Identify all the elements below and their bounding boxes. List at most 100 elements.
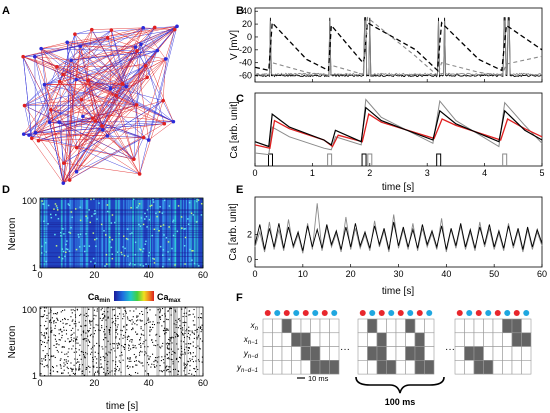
- x-tick-label: 30: [393, 269, 403, 279]
- state-cell: [414, 360, 425, 375]
- raster-spike: [169, 343, 171, 345]
- raster-spike: [108, 329, 110, 331]
- heatmap-cell: [162, 254, 164, 256]
- raster-spike: [40, 332, 42, 334]
- raster-spike: [118, 370, 120, 372]
- raster-spike: [192, 356, 194, 358]
- raster-spike: [198, 360, 200, 362]
- raster-spike: [182, 334, 184, 336]
- raster-spike: [168, 348, 170, 350]
- state-cell: [319, 332, 330, 347]
- heatmap-cell: [45, 260, 47, 263]
- state-cell: [310, 332, 321, 347]
- raster-spike: [74, 373, 76, 375]
- heatmap-cell: [55, 245, 58, 247]
- raster-spike: [166, 347, 168, 349]
- raster-spike: [73, 351, 75, 353]
- panel-e-ylabel: Ca [arb. unit]: [228, 203, 239, 260]
- raster-spike: [72, 340, 75, 342]
- network-node: [137, 172, 142, 176]
- network-edge: [107, 37, 136, 48]
- raster-spike: [71, 370, 73, 372]
- state-cell: [454, 346, 465, 361]
- raster-spike: [85, 315, 87, 317]
- raster-spike: [49, 369, 52, 371]
- raster-spike: [197, 368, 199, 371]
- raster-spike: [177, 335, 179, 337]
- spike-dot: [274, 310, 281, 316]
- raster-spike: [81, 370, 83, 373]
- raster-burst: [75, 307, 76, 376]
- raster-spike: [119, 307, 121, 309]
- panel-c-label: C: [236, 93, 244, 105]
- raster-spike: [74, 310, 76, 312]
- raster-spike: [135, 331, 137, 333]
- raster-burst: [98, 307, 99, 376]
- network-graph: [21, 24, 179, 185]
- raster-spike: [40, 325, 42, 327]
- network-node: [145, 75, 149, 80]
- network-edge: [56, 65, 146, 68]
- raster-spike: [157, 361, 159, 363]
- raster-spike: [159, 335, 161, 337]
- calcium-trace: [254, 221, 543, 251]
- network-node: [114, 93, 119, 98]
- x-tick-label: 40: [441, 269, 451, 279]
- raster-spike: [161, 345, 163, 347]
- heatmap-cell: [165, 237, 168, 239]
- raster-spike: [109, 327, 112, 329]
- raster-spike: [66, 362, 68, 364]
- heatmap-cell: [68, 250, 71, 253]
- y-tick-label: -40: [239, 58, 252, 68]
- raster-spike: [76, 358, 78, 360]
- heatmap-cell: [162, 224, 165, 226]
- network-node: [124, 84, 129, 89]
- raster-spike: [61, 372, 63, 375]
- heatmap-cell: [159, 245, 162, 248]
- raster-spike: [114, 370, 116, 372]
- raster-spike: [83, 330, 85, 332]
- raster-spike: [100, 309, 102, 311]
- raster-spike: [72, 368, 74, 370]
- network-node: [47, 120, 52, 124]
- raster-spike: [55, 346, 57, 348]
- y-tick-label: 0: [247, 32, 252, 42]
- state-cell: [291, 318, 302, 334]
- raster-spike: [135, 357, 137, 359]
- x-tick-label: 60: [198, 270, 208, 280]
- raster-spike: [174, 331, 176, 334]
- raster-spike: [88, 330, 90, 332]
- raster-spike: [81, 372, 83, 375]
- spike-dot: [264, 310, 271, 316]
- raster-spike: [85, 324, 87, 326]
- raster-spike: [102, 313, 104, 315]
- network-edge: [23, 56, 89, 81]
- raster-spike: [201, 317, 203, 319]
- raster-spike: [67, 351, 69, 353]
- network-edge: [136, 26, 178, 52]
- network-edge: [49, 122, 64, 184]
- raster-spike: [103, 368, 105, 370]
- raster-spike: [176, 357, 178, 359]
- raster-spike: [159, 346, 161, 348]
- raster-spike: [46, 317, 48, 319]
- raster-spike: [201, 329, 203, 331]
- network-edge: [63, 100, 164, 164]
- raster-spike: [145, 322, 147, 325]
- raster-spike: [141, 351, 143, 353]
- state-cell: [376, 318, 387, 334]
- raster-spike: [182, 329, 184, 331]
- x-tick-label: 1: [310, 168, 315, 178]
- raster-spike: [141, 310, 143, 313]
- raster-spike: [43, 307, 45, 309]
- x-tick-label: 0: [252, 269, 257, 279]
- panel-c-xlabel: time [s]: [382, 182, 414, 193]
- heatmap-cell: [190, 212, 193, 215]
- network-edge: [63, 123, 165, 184]
- state-cell: [521, 346, 532, 361]
- raster-spike: [167, 328, 169, 330]
- raster-spike: [109, 333, 111, 335]
- network-edge: [74, 33, 123, 85]
- raster-spike: [62, 319, 64, 321]
- raster-spike: [122, 337, 124, 339]
